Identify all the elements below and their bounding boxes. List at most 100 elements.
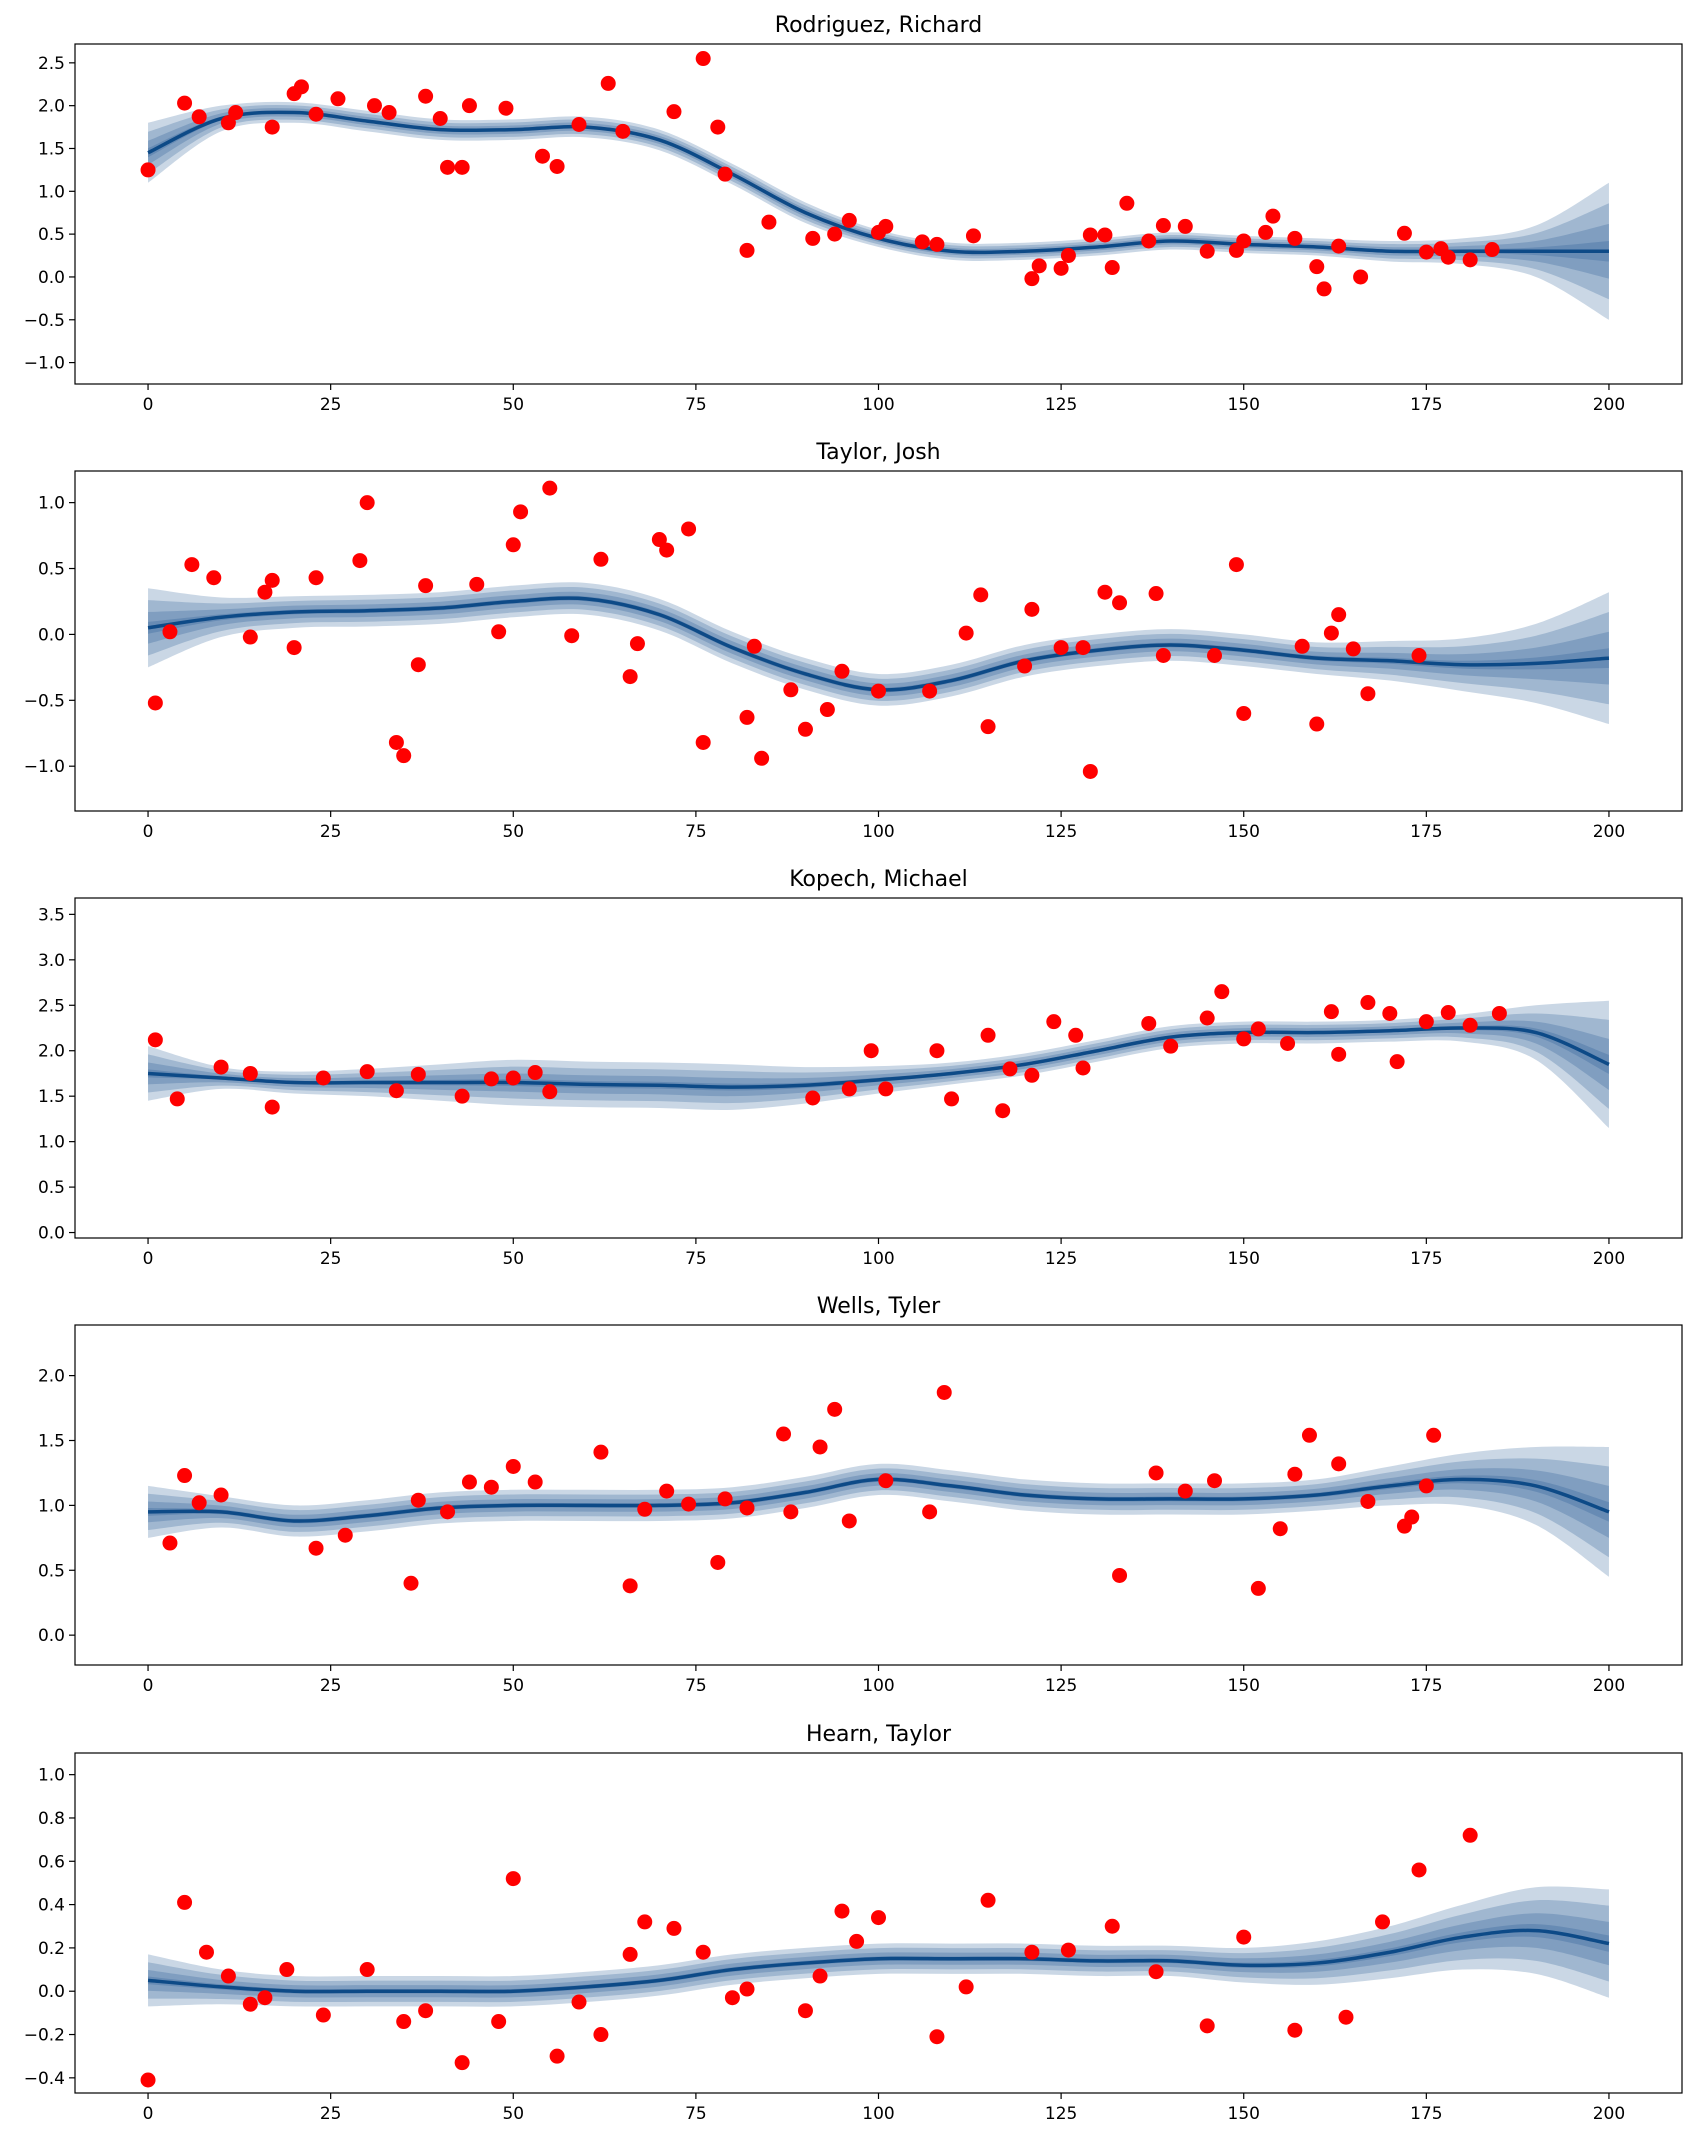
data-point: [1163, 1038, 1179, 1054]
data-point: [213, 1059, 229, 1075]
data-point: [359, 1962, 375, 1978]
data-point: [739, 1981, 755, 1997]
data-point: [337, 1527, 353, 1543]
data-point: [1236, 1929, 1252, 1945]
data-point: [1411, 647, 1427, 663]
data-point: [739, 242, 755, 258]
posterior-band: [148, 105, 1609, 300]
data-point: [1294, 638, 1310, 654]
data-point: [622, 1946, 638, 1962]
data-point: [615, 123, 631, 139]
data-point: [177, 1894, 193, 1910]
y-tick-label: 2.5: [38, 996, 65, 1016]
y-tick-label: −0.4: [24, 2069, 65, 2089]
data-point: [454, 1088, 470, 1104]
data-point: [1360, 686, 1376, 702]
data-point: [710, 1554, 726, 1570]
data-point: [965, 228, 981, 244]
x-tick-label: 200: [1593, 1676, 1625, 1696]
data-point: [659, 1483, 675, 1499]
data-point: [147, 695, 163, 711]
data-point: [228, 105, 244, 121]
data-point: [922, 683, 938, 699]
x-tick-label: 100: [862, 2104, 894, 2124]
y-tick-label: 0.5: [38, 225, 65, 245]
plot-area: [140, 1827, 1610, 2088]
subplot: Rodriguez, Richard 0 25 50 75 100 125 150 175 200…: [24, 13, 1683, 415]
data-point: [264, 119, 280, 135]
data-point: [257, 1990, 273, 2006]
data-point: [1060, 1942, 1076, 1958]
data-point: [827, 1401, 843, 1417]
data-point: [1068, 1027, 1084, 1043]
x-tick-label: 75: [685, 395, 707, 415]
data-point: [315, 1070, 331, 1086]
data-point: [871, 1910, 886, 1926]
data-point: [491, 2014, 507, 2030]
data-point: [805, 230, 821, 246]
data-point: [308, 106, 324, 122]
y-tick-label: 0.0: [38, 1224, 65, 1244]
data-point: [410, 1066, 426, 1082]
data-point: [1141, 1015, 1157, 1031]
data-point: [513, 504, 529, 520]
data-point: [534, 148, 550, 164]
y-tick-label: 0.0: [38, 625, 65, 645]
plot-area: [147, 984, 1610, 1128]
x-tick-label: 200: [1593, 822, 1625, 842]
data-point: [914, 234, 930, 250]
data-point: [461, 1474, 477, 1490]
data-point: [1236, 705, 1252, 721]
data-point: [695, 1944, 711, 1960]
data-point: [922, 1504, 938, 1520]
data-point: [1236, 233, 1252, 249]
data-point: [1462, 1017, 1478, 1033]
x-tick-label: 50: [502, 1676, 524, 1696]
data-point: [593, 1444, 609, 1460]
data-point: [819, 702, 835, 718]
subplot-title: Rodriguez, Richard: [775, 13, 982, 38]
data-point: [483, 1479, 499, 1495]
x-tick-label: 100: [862, 395, 894, 415]
data-point: [1112, 595, 1128, 611]
data-point: [1024, 1067, 1040, 1083]
posterior-band: [148, 108, 1609, 279]
data-point: [980, 1892, 996, 1908]
data-point: [1236, 1031, 1252, 1047]
y-tick-label: 0.2: [38, 1939, 65, 1959]
data-point: [1199, 2018, 1215, 2034]
data-point: [1426, 1427, 1442, 1443]
data-point: [1418, 1478, 1434, 1494]
data-point: [191, 1495, 207, 1511]
data-point: [593, 551, 609, 567]
y-tick-label: −1.0: [24, 354, 65, 374]
x-tick-label: 175: [1410, 2104, 1442, 2124]
x-tick-label: 75: [685, 1249, 707, 1269]
x-tick-label: 125: [1045, 1249, 1077, 1269]
data-point: [1440, 249, 1456, 265]
data-point: [1287, 2022, 1303, 2038]
y-tick-label: 3.5: [38, 905, 65, 925]
y-tick-label: 0.5: [38, 560, 65, 580]
y-tick-label: 1.0: [38, 1133, 65, 1153]
data-point: [1418, 1014, 1434, 1030]
data-point: [995, 1103, 1011, 1119]
data-point: [1082, 227, 1098, 243]
data-point: [659, 542, 675, 558]
data-point: [841, 212, 857, 228]
data-point: [695, 51, 711, 67]
x-tick-label: 200: [1593, 395, 1625, 415]
data-point: [396, 2014, 412, 2030]
data-point: [352, 553, 368, 569]
x-tick-label: 175: [1410, 395, 1442, 415]
data-point: [279, 1962, 295, 1978]
data-point: [600, 75, 616, 91]
data-point: [564, 628, 580, 644]
data-point: [469, 576, 485, 592]
data-point: [812, 1439, 828, 1455]
x-tick-label: 25: [320, 2104, 342, 2124]
data-point: [1214, 984, 1230, 1000]
data-point: [505, 1458, 521, 1474]
data-point: [1053, 260, 1069, 276]
data-point: [410, 1492, 426, 1508]
